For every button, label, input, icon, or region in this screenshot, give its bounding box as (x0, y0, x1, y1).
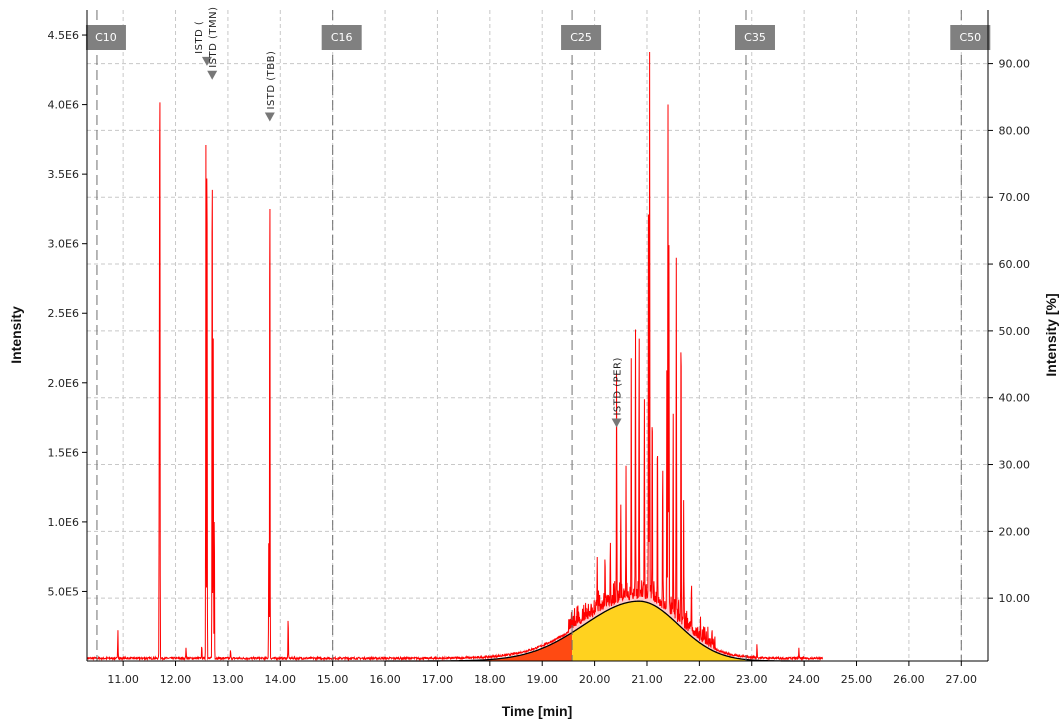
cluster-fill (558, 51, 726, 656)
y-tick-label: 4.0E6 (48, 99, 79, 112)
peak-label: ISTD ( (194, 21, 205, 54)
axes: 11.00 12.00 13.00 14.00 15.00 16.00 17.00 18.00… (48, 10, 1030, 686)
peak-labels: ISTD (ISTD (TMN) ISTD (TBB) ISTD (PER) (194, 6, 624, 428)
y-tick-label: 3.5E6 (48, 168, 79, 181)
carbon-marker-label: C25 (570, 31, 592, 44)
x-tick-label: 26.00 (893, 673, 925, 686)
y-tick-label: 3.0E6 (48, 238, 79, 251)
y-tick-label: 2.0E6 (48, 377, 79, 390)
peak-marker-icon (201, 56, 212, 66)
y-right-tick-label: 70.00 (999, 191, 1031, 204)
y-right-tick-label: 80.00 (999, 124, 1031, 137)
carbon-marker-box (321, 25, 362, 50)
x-tick-label: 19.00 (526, 673, 558, 686)
carbon-marker-box (950, 25, 991, 50)
peak-label: ISTD (TMN) (208, 6, 219, 67)
y-right-tick-label: 60.00 (999, 258, 1031, 271)
grid (87, 10, 988, 661)
peak-marker-icon (264, 112, 275, 122)
x-tick-label: 27.00 (946, 673, 978, 686)
x-tick-label: 22.00 (684, 673, 716, 686)
x-tick-label: 16.00 (369, 673, 401, 686)
carbon-markers: C10 C16 C25 C35 C50 (85, 10, 991, 661)
signal-line (86, 51, 823, 662)
signal-trace (86, 51, 823, 662)
y-right-tick-label: 40.00 (999, 392, 1031, 405)
hump-regions (385, 51, 820, 662)
x-tick-label: 15.00 (317, 673, 349, 686)
y-tick-label: 2.5E6 (48, 307, 79, 320)
x-tick-label: 20.00 (579, 673, 611, 686)
x-tick-label: 25.00 (841, 673, 873, 686)
peak-marker-icon (207, 70, 218, 80)
hump-region (453, 632, 573, 661)
y-tick-label: 4.5E6 (48, 29, 79, 42)
x-tick-label: 18.00 (474, 673, 506, 686)
carbon-marker-box (734, 25, 775, 50)
x-tick-label: 11.00 (107, 673, 139, 686)
peak-marker-icon (611, 418, 622, 428)
x-tick-label: 14.00 (265, 673, 297, 686)
peak-label: ISTD (PER) (613, 357, 624, 415)
y-right-tick-label: 50.00 (999, 325, 1031, 338)
x-axis-label: Time [min] (502, 703, 573, 719)
carbon-marker-label: C35 (744, 31, 766, 44)
carbon-marker-label: C10 (95, 31, 117, 44)
x-tick-label: 21.00 (631, 673, 663, 686)
y-tick-label: 1.0E6 (48, 516, 79, 529)
carbon-marker-label: C50 (959, 31, 981, 44)
peak-label: ISTD (TBB) (266, 51, 277, 110)
y-right-axis-label: Intensity [%] (1043, 293, 1059, 376)
y-axis-label: Intensity (8, 306, 24, 364)
y-right-tick-label: 30.00 (999, 459, 1031, 472)
x-tick-label: 13.00 (212, 673, 244, 686)
x-tick-label: 24.00 (788, 673, 820, 686)
hump-region (572, 601, 746, 661)
carbon-marker-box (85, 25, 126, 50)
x-tick-label: 23.00 (736, 673, 768, 686)
y-tick-label: 1.5E6 (48, 446, 79, 459)
y-right-tick-label: 90.00 (999, 58, 1031, 71)
y-tick-label: 5.0E5 (48, 585, 79, 598)
y-right-tick-label: 20.00 (999, 525, 1031, 538)
y-right-tick-label: 10.00 (999, 592, 1031, 605)
carbon-marker-box (561, 25, 602, 50)
x-tick-label: 17.00 (422, 673, 454, 686)
x-tick-label: 12.00 (160, 673, 192, 686)
carbon-marker-label: C16 (331, 31, 353, 44)
